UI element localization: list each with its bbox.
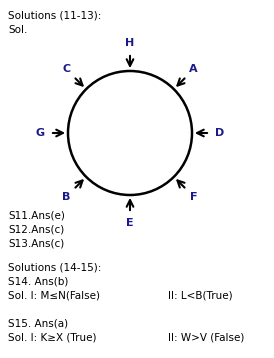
Text: H: H [125, 38, 135, 48]
Text: S12.Ans(c): S12.Ans(c) [8, 224, 64, 234]
Text: G: G [35, 128, 45, 138]
Text: Solutions (11-13):: Solutions (11-13): [8, 10, 101, 20]
Text: B: B [62, 192, 70, 202]
Text: D: D [215, 128, 225, 138]
Text: S14. Ans(b): S14. Ans(b) [8, 276, 68, 286]
Text: Sol. I: M≤N(False): Sol. I: M≤N(False) [8, 290, 100, 300]
Text: Sol.: Sol. [8, 25, 27, 35]
Text: S15. Ans(a): S15. Ans(a) [8, 318, 68, 328]
Text: F: F [190, 192, 197, 202]
Text: A: A [189, 64, 198, 74]
Text: S11.Ans(e): S11.Ans(e) [8, 210, 65, 220]
Text: Solutions (14-15):: Solutions (14-15): [8, 262, 101, 272]
Text: C: C [62, 64, 70, 74]
Text: Sol. I: K≥X (True): Sol. I: K≥X (True) [8, 332, 96, 342]
Text: E: E [126, 218, 134, 228]
Text: II: W>V (False): II: W>V (False) [168, 332, 244, 342]
Text: II: L<B(True): II: L<B(True) [168, 290, 233, 300]
Text: S13.Ans(c): S13.Ans(c) [8, 238, 64, 248]
